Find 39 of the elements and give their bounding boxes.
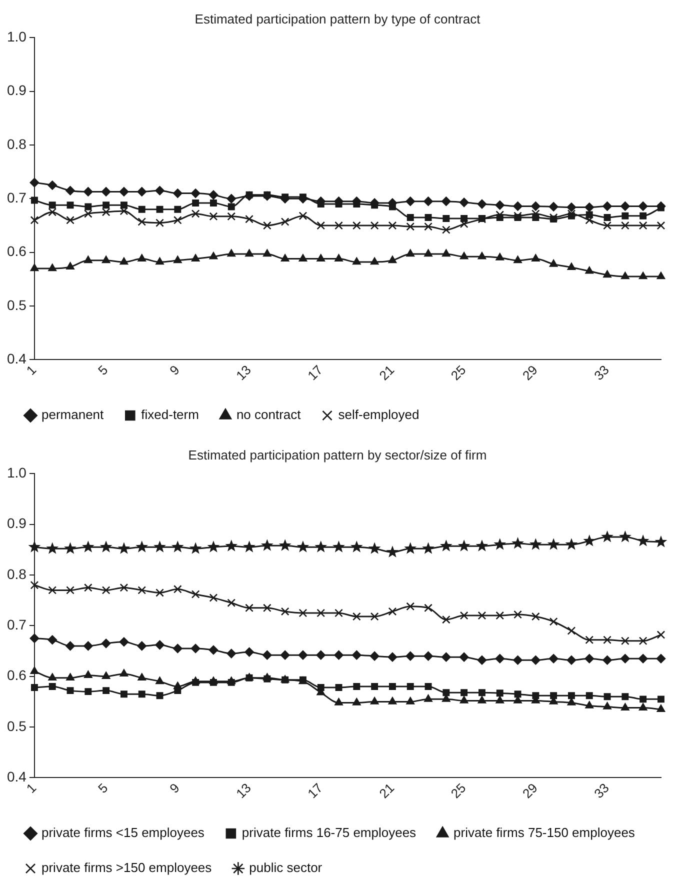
y-tick-label: 0.6: [6, 667, 27, 684]
y-tick-label: 0.9: [6, 515, 27, 532]
legend-label: self-employed: [338, 407, 420, 422]
y-tick-label: 0.7: [6, 190, 27, 206]
x-tick-label: 33: [591, 780, 612, 802]
y-tick-label: 0.7: [6, 616, 27, 633]
legend-label: private firms <15 employees: [42, 825, 205, 840]
y-tick-label: 0.8: [6, 136, 27, 152]
x-tick-label: 9: [166, 780, 182, 796]
x-tick-label: 29: [519, 362, 540, 384]
x-tick-label: 17: [304, 362, 326, 384]
x-tick-label: 25: [448, 362, 469, 384]
x-tick-label: 29: [519, 780, 540, 802]
legend-label: no contract: [236, 407, 302, 422]
y-tick-label: 1.0: [6, 464, 27, 480]
chart-title: Estimated participation pattern by sector/size of firm: [188, 447, 487, 462]
legend-label: private firms >150 employees: [42, 860, 212, 876]
y-tick-label: 0.5: [6, 296, 27, 313]
legend-label: permanent: [42, 407, 104, 422]
legend-label: public sector: [249, 860, 323, 876]
x-tick-label: 5: [94, 362, 111, 378]
legend-label: fixed-term: [141, 407, 199, 422]
x-tick-label: 21: [376, 780, 398, 802]
chart-title: Estimated participation pattern by type of contract: [194, 11, 481, 26]
y-tick-label: 1.0: [6, 28, 27, 44]
x-tick-label: 5: [94, 780, 111, 796]
y-tick-label: 0.5: [6, 718, 27, 734]
legend-label: private firms 16-75 employees: [242, 825, 417, 840]
y-tick-label: 0.6: [6, 243, 27, 260]
x-tick-label: 13: [233, 362, 254, 384]
x-tick-label: 13: [233, 780, 254, 802]
x-tick-label: 17: [304, 780, 326, 802]
x-tick-label: 33: [591, 362, 612, 384]
x-tick-label: 25: [448, 780, 469, 802]
legend-label: private firms 75-150 employees: [454, 825, 636, 840]
x-tick-label: 9: [166, 362, 182, 378]
y-tick-label: 0.9: [6, 82, 27, 98]
x-tick-label: 21: [376, 362, 398, 384]
y-tick-label: 0.8: [6, 566, 27, 582]
